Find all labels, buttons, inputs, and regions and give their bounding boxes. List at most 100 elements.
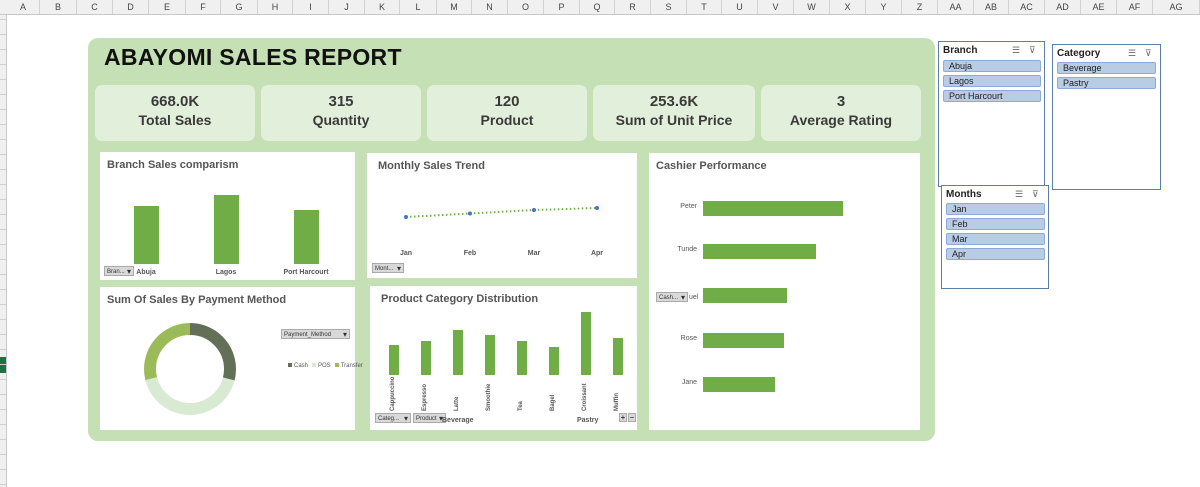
slicer-item-mar[interactable]: Mar — [946, 233, 1045, 245]
slicer-item-feb[interactable]: Feb — [946, 218, 1045, 230]
column-header[interactable]: B — [40, 0, 77, 14]
product-bar[interactable] — [453, 330, 463, 375]
column-header[interactable]: W — [794, 0, 830, 14]
column-header[interactable]: Z — [902, 0, 938, 14]
months-slicer[interactable]: Months ☰ ⊽ Jan Feb Mar Apr — [941, 185, 1049, 289]
row-divider — [0, 304, 6, 305]
monthly-sales-chart[interactable]: Monthly Sales Trend Mont... Jan Feb Mar Apr — [367, 153, 637, 278]
cashier-bar[interactable] — [703, 200, 844, 216]
month-field-button[interactable]: Mont... — [372, 263, 404, 273]
product-bar[interactable] — [389, 344, 399, 375]
row-divider — [0, 109, 6, 110]
column-header[interactable]: AA — [938, 0, 974, 14]
clear-filter-icon[interactable]: ⊽ — [1032, 189, 1039, 199]
chart-title: Monthly Sales Trend — [378, 160, 485, 172]
slicer-item-beverage[interactable]: Beverage — [1057, 62, 1156, 74]
branch-bar[interactable] — [213, 195, 239, 264]
selected-row-marker — [0, 357, 6, 373]
multi-select-icon[interactable]: ☰ — [1128, 48, 1137, 58]
column-header[interactable]: R — [615, 0, 651, 14]
column-header[interactable]: A — [7, 0, 40, 14]
month-axis-label: Feb — [463, 250, 477, 257]
product-bar[interactable] — [549, 347, 559, 375]
slicer-item-pastry[interactable]: Pastry — [1057, 77, 1156, 89]
cashier-field-button[interactable]: Cash... — [656, 292, 688, 302]
product-bar[interactable] — [517, 341, 527, 375]
slicer-item-jan[interactable]: Jan — [946, 203, 1045, 215]
chart-title: Sum Of Sales By Payment Method — [107, 294, 287, 306]
product-bar[interactable] — [485, 335, 495, 375]
collapse-field-button[interactable]: − — [628, 413, 636, 422]
cashier-bar[interactable] — [703, 376, 776, 392]
column-header[interactable]: V — [758, 0, 794, 14]
clear-filter-icon[interactable]: ⊽ — [1029, 45, 1036, 55]
multi-select-icon[interactable]: ☰ — [1012, 45, 1021, 55]
column-header[interactable]: X — [830, 0, 866, 14]
column-header[interactable]: S — [651, 0, 687, 14]
clear-filter-icon[interactable]: ⊽ — [1145, 48, 1152, 58]
payment-method-chart[interactable]: Sum Of Sales By Payment Method Payment_M… — [100, 287, 363, 430]
product-bar[interactable] — [581, 311, 591, 375]
trend-point[interactable] — [595, 206, 599, 210]
slicer-item-port-harcourt[interactable]: Port Harcourt — [943, 90, 1041, 102]
column-header[interactable]: AD — [1045, 0, 1081, 14]
multi-select-icon[interactable]: ☰ — [1015, 189, 1024, 199]
branch-bar[interactable] — [293, 210, 319, 264]
column-header[interactable]: M — [437, 0, 472, 14]
column-header[interactable]: AB — [974, 0, 1009, 14]
column-header[interactable]: D — [113, 0, 149, 14]
product-axis-label: Bagel — [550, 394, 556, 411]
product-field-button[interactable]: Product — [413, 413, 446, 423]
column-header[interactable]: AE — [1081, 0, 1117, 14]
column-header[interactable]: Q — [580, 0, 615, 14]
donut-slice[interactable] — [144, 323, 236, 415]
product-category-chart[interactable]: Product Category Distribution Categ... P… — [370, 286, 637, 430]
row-divider — [0, 64, 6, 65]
column-header[interactable]: L — [400, 0, 437, 14]
column-header[interactable]: C — [77, 0, 113, 14]
slicer-item-abuja[interactable]: Abuja — [943, 60, 1041, 72]
column-header[interactable]: O — [508, 0, 544, 14]
donut-slice[interactable] — [144, 323, 236, 415]
category-field-button[interactable]: Categ... — [375, 413, 411, 423]
column-header[interactable]: P — [544, 0, 580, 14]
payment-method-field-button[interactable]: Payment_Method — [281, 329, 350, 339]
product-axis-label: Cappuccino — [390, 376, 396, 411]
column-header[interactable]: J — [329, 0, 365, 14]
column-header[interactable]: AG — [1153, 0, 1200, 14]
trend-point[interactable] — [468, 211, 472, 216]
kpi-label: Sum of Unit Price — [615, 112, 733, 128]
column-header[interactable]: F — [186, 0, 221, 14]
product-axis-label: Tea — [518, 401, 524, 411]
column-header[interactable]: AC — [1009, 0, 1045, 14]
category-slicer[interactable]: Category ☰ ⊽ Beverage Pastry — [1052, 44, 1161, 190]
trend-point[interactable] — [532, 208, 536, 212]
product-bar[interactable] — [613, 338, 623, 375]
column-header[interactable]: H — [258, 0, 293, 14]
cashier-axis-label: Rose — [680, 335, 697, 342]
column-header[interactable]: K — [365, 0, 400, 14]
column-header[interactable]: N — [472, 0, 508, 14]
trend-point[interactable] — [404, 215, 408, 219]
slicer-item-apr[interactable]: Apr — [946, 248, 1045, 260]
column-header[interactable]: T — [687, 0, 722, 14]
column-header[interactable]: I — [293, 0, 329, 14]
cashier-bar[interactable] — [703, 332, 785, 348]
cashier-performance-chart[interactable]: Cashier Performance Cash... uel Peter Tun… — [649, 153, 920, 430]
branch-sales-chart[interactable]: Branch Sales comparism Bran... Abuja Lago… — [100, 152, 355, 280]
cashier-bar[interactable] — [703, 287, 788, 303]
branch-axis-label: Lagos — [215, 269, 237, 276]
column-header[interactable]: E — [149, 0, 186, 14]
column-header[interactable]: G — [221, 0, 258, 14]
cashier-bar[interactable] — [703, 243, 817, 259]
branch-slicer[interactable]: Branch ☰ ⊽ Abuja Lagos Port Harcourt — [938, 41, 1045, 187]
column-header[interactable]: U — [722, 0, 758, 14]
slicer-item-lagos[interactable]: Lagos — [943, 75, 1041, 87]
column-header[interactable]: AF — [1117, 0, 1153, 14]
product-bar[interactable] — [421, 340, 431, 375]
kpi-product: 120 Product — [427, 85, 587, 141]
column-header[interactable]: Y — [866, 0, 902, 14]
expand-field-button[interactable]: + — [619, 413, 627, 422]
branch-field-button[interactable]: Bran... — [104, 266, 134, 276]
branch-bar[interactable] — [133, 205, 159, 264]
